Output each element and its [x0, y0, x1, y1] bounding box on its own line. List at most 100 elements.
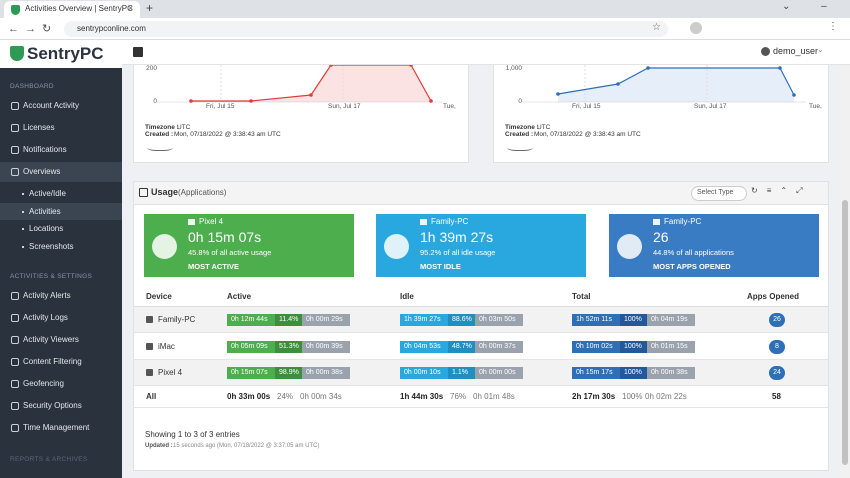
- summary-card[interactable]: Family-PC 26 44.8% of all applications MOST…: [609, 214, 819, 277]
- scrollbar[interactable]: [840, 65, 850, 478]
- nav-item[interactable]: Content Filtering: [0, 352, 122, 372]
- bullet: [22, 228, 24, 231]
- timezone-label: Timezone :: [145, 124, 179, 131]
- tab-close[interactable]: ×: [128, 3, 134, 13]
- percent-pill: 51.3%: [275, 341, 302, 353]
- topbar: demo_user ⌄: [122, 40, 850, 65]
- panel-tools[interactable]: ↻≡⌃⤢: [751, 186, 812, 195]
- card-description: 45.8% of all active usage: [188, 248, 272, 257]
- nav-label: Geofencing: [23, 379, 64, 388]
- column-header[interactable]: Idle: [400, 292, 414, 301]
- bullet: [22, 210, 24, 213]
- summary-card[interactable]: Pixel 4 0h 15m 07s 45.8% of all active usa…: [144, 214, 354, 277]
- time-pill: 1h 52m 11s: [572, 314, 620, 326]
- select-label: Select Type: [697, 189, 734, 196]
- chart-plot: [520, 65, 806, 103]
- card-device: Family-PC: [664, 217, 702, 226]
- nav-sub-item[interactable]: Active/Idle: [0, 185, 122, 202]
- user-caret[interactable]: ⌄: [817, 45, 824, 54]
- nav-item[interactable]: Activity Viewers: [0, 330, 122, 350]
- collapse-button[interactable]: [133, 47, 143, 57]
- omnibox[interactable]: sentrypconline.com ☆: [64, 21, 668, 37]
- nav-item[interactable]: Account Activity: [0, 96, 122, 116]
- column-header[interactable]: Active: [227, 292, 252, 301]
- rest-pill: 0h 00m 38s: [647, 367, 695, 379]
- area: [191, 65, 431, 102]
- x-tick-label: Sun, Jul 17: [328, 103, 361, 110]
- apps-badge[interactable]: 24: [769, 366, 785, 380]
- nav-item[interactable]: Licenses: [0, 118, 122, 138]
- scrollbar-thumb[interactable]: [842, 200, 848, 465]
- rest-pill: 0h 01m 15s: [647, 341, 695, 353]
- sidebar-fade: [0, 440, 122, 478]
- time-pill: 0h 00m 10s: [400, 367, 448, 379]
- nav-label: Content Filtering: [23, 357, 82, 366]
- chart-card: 1,000 0 Fri, Jul 15 Sun, Jul 17 Tue, Timezone…: [493, 65, 829, 163]
- nav-item[interactable]: Security Options: [0, 396, 122, 416]
- nav-sub-item[interactable]: Locations: [0, 220, 122, 237]
- point: [616, 82, 620, 86]
- nav-item[interactable]: Notifications: [0, 140, 122, 160]
- time-pill: 1h 39m 27s: [400, 314, 448, 326]
- nav-sub-item[interactable]: Screenshots: [0, 238, 122, 255]
- nav-item[interactable]: Activity Logs: [0, 308, 122, 328]
- profile-icon[interactable]: [690, 22, 702, 34]
- card-description: 44.8% of all applications: [653, 248, 734, 257]
- column-header[interactable]: Apps Opened: [747, 292, 800, 301]
- nav-icon: [11, 402, 19, 410]
- x-tick-label: Fri, Jul 15: [206, 103, 235, 110]
- nav-sub-item[interactable]: Activities: [0, 202, 122, 220]
- bullet: [22, 246, 24, 249]
- url: sentrypconline.com: [77, 24, 146, 33]
- apps-badge[interactable]: 8: [769, 340, 785, 354]
- summary-card[interactable]: Family-PC 1h 39m 27s 95.2% of all idle usa…: [376, 214, 586, 277]
- card-label: MOST APPS OPENED: [653, 262, 731, 271]
- bullet: [22, 193, 24, 195]
- tab-strip: [0, 0, 850, 18]
- updated: 15 seconds ago (Mon, 07/18/2022 @ 3:37:0…: [173, 443, 320, 449]
- nav-item[interactable]: Overviews: [0, 162, 122, 182]
- card-label: MOST IDLE: [420, 262, 461, 271]
- tab[interactable]: Activities Overview | SentryPC ×: [4, 1, 140, 18]
- section-heading: ACTIVITIES & SETTINGS: [10, 273, 93, 280]
- y-tick-label: 0: [518, 98, 522, 105]
- point: [249, 99, 253, 103]
- nav-sub-label: Locations: [29, 224, 64, 234]
- address-bar-row: ←→↻ sentrypconline.com ☆ ⋮: [0, 18, 850, 40]
- nav-item[interactable]: Geofencing: [0, 374, 122, 394]
- new-tab[interactable]: +: [146, 1, 154, 15]
- x-tick-label: Tue,: [443, 103, 456, 110]
- select-type[interactable]: Select Type: [691, 186, 747, 201]
- rest-pill: 0h 00m 38s: [302, 367, 350, 379]
- device-icon: [188, 219, 195, 225]
- nav-icon: [11, 424, 19, 432]
- nav-icon: [11, 292, 19, 300]
- nav-buttons[interactable]: ←→↻: [8, 23, 58, 35]
- nav-item[interactable]: Time Management: [0, 418, 122, 438]
- card-icon: [384, 234, 409, 259]
- point: [778, 66, 782, 70]
- window-controls[interactable]: ⌄ – ▢ ×: [782, 1, 850, 12]
- nav-label: Notifications: [23, 145, 67, 154]
- nav-label: Activity Alerts: [23, 291, 71, 300]
- logo-shield: [10, 46, 24, 61]
- total-time: 1h 44m 30s: [400, 392, 444, 401]
- section-heading: DASHBOARD: [10, 83, 54, 90]
- card-device: Pixel 4: [199, 217, 224, 226]
- device-name: Pixel 4: [158, 368, 183, 377]
- column-header[interactable]: Device: [146, 292, 172, 301]
- menu[interactable]: ⋮: [828, 21, 838, 32]
- logo-area: SentryPC: [0, 40, 122, 68]
- percent-pill: 88.6%: [448, 314, 475, 326]
- percent-pill: 100%: [620, 341, 647, 353]
- card-label: MOST ACTIVE: [188, 262, 239, 271]
- nav-item[interactable]: Activity Alerts: [0, 286, 122, 306]
- table-row: Pixel 4 0h 15m 07s 98.9% 0h 00m 38s 0h 00m 1…: [134, 360, 828, 386]
- apps-badge[interactable]: 26: [769, 313, 785, 327]
- nav-icon: [11, 380, 19, 388]
- card-device: Family-PC: [431, 217, 469, 226]
- bookmark-star[interactable]: ☆: [652, 22, 661, 33]
- user-name[interactable]: demo_user: [773, 46, 819, 56]
- column-header[interactable]: Total: [572, 292, 591, 301]
